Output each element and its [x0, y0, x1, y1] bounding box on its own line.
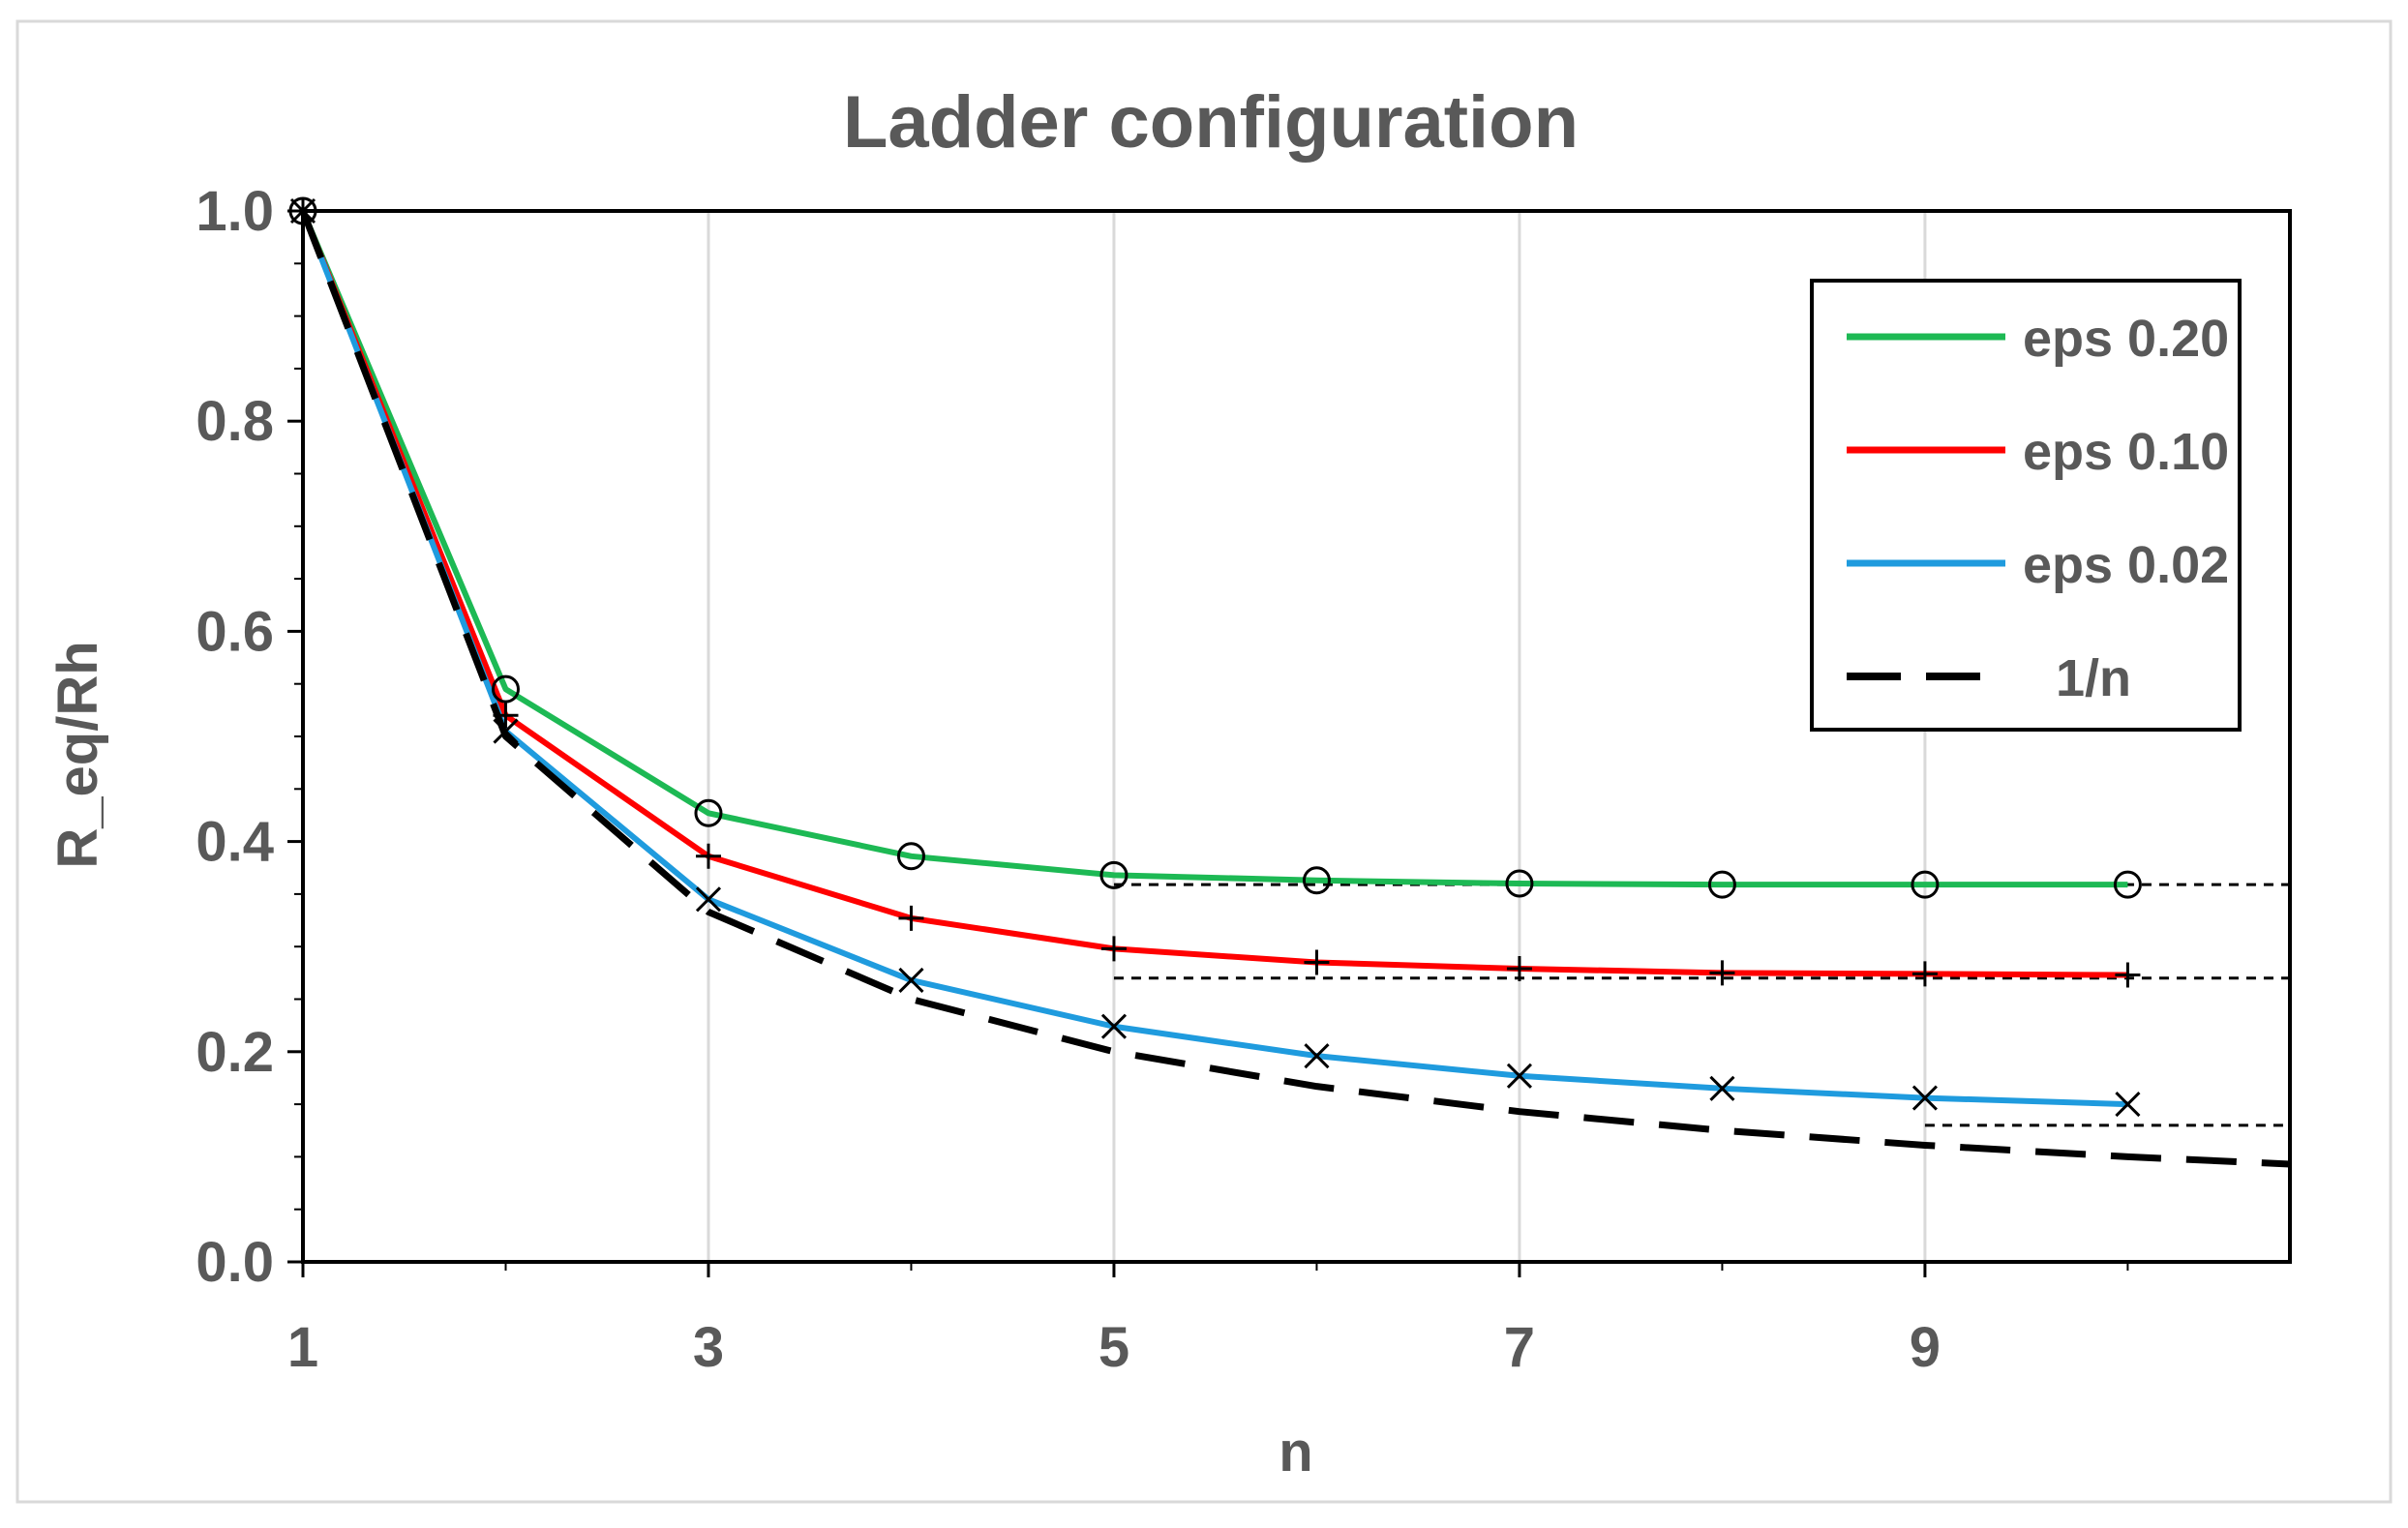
- marker-plus: [493, 703, 519, 729]
- y-tick-label: 1.0: [196, 180, 274, 243]
- marker-plus: [1100, 936, 1127, 962]
- marker-x: [1304, 1043, 1330, 1069]
- series-lines: [299, 209, 2291, 1168]
- marker-plus: [695, 843, 721, 869]
- x-axis-label: n: [1279, 1421, 1312, 1483]
- marker-plus: [898, 905, 924, 931]
- marker-circle: [491, 674, 520, 704]
- marker-x: [1100, 1013, 1128, 1039]
- y-tick-label: 0.4: [196, 811, 274, 874]
- y-tick-label: 0.0: [196, 1231, 274, 1294]
- y-axis-label: R_eq/Rh: [46, 641, 109, 868]
- legend-label: 1/n: [2056, 649, 2131, 707]
- marker-circle: [1099, 860, 1129, 889]
- marker-x: [1506, 1063, 1533, 1089]
- legend-box: [1810, 279, 2242, 732]
- x-tick-label: 1: [287, 1316, 318, 1379]
- marker-plus: [1506, 956, 1532, 982]
- marker-circle: [1302, 866, 1331, 895]
- marker-circle: [1505, 869, 1534, 898]
- marker-plus: [1304, 949, 1330, 975]
- marker-plus: [2115, 962, 2141, 988]
- x-tick-label: 3: [693, 1316, 724, 1379]
- marker-plus: [1911, 961, 1938, 987]
- series-line-eps-0-02: [300, 209, 2128, 1108]
- legend-label: eps 0.20: [2023, 310, 2229, 368]
- axis-ticks: 1 3 5 7 9 0.0 0.2 0.4 0.6 0.8 1.0: [196, 180, 2129, 1379]
- chart-title: Ladder configuration: [843, 81, 1579, 164]
- x-tick-label: 7: [1504, 1316, 1535, 1379]
- x-tick-label: 9: [1910, 1316, 1941, 1379]
- marker-x: [493, 718, 519, 744]
- marker-circle: [1707, 870, 1736, 899]
- y-tick-label: 0.8: [196, 390, 274, 453]
- marker-circle: [896, 842, 925, 871]
- marker-plus: [1709, 960, 1735, 986]
- marker-x: [898, 967, 924, 994]
- series-line-1-n: [299, 209, 2291, 1168]
- y-tick-label: 0.2: [196, 1021, 274, 1084]
- marker-x: [695, 886, 722, 913]
- marker-circle: [2113, 870, 2142, 899]
- marker-circle: [1911, 870, 1940, 899]
- marker-x: [1709, 1075, 1735, 1101]
- legend-label: eps 0.02: [2023, 536, 2229, 594]
- y-tick-label: 0.6: [196, 600, 274, 663]
- marker-x: [1911, 1085, 1938, 1111]
- chart-border: [15, 19, 2393, 1504]
- x-tick-label: 5: [1099, 1316, 1129, 1379]
- series-line-eps-0-10: [300, 209, 2128, 978]
- legend-label: eps 0.10: [2023, 423, 2229, 481]
- marker-x: [2115, 1092, 2141, 1118]
- marker-circle: [694, 798, 723, 827]
- series-line-eps-0-20: [300, 209, 2128, 888]
- legend: eps 0.20 eps 0.10 eps 0.02 1/n: [1810, 279, 2242, 732]
